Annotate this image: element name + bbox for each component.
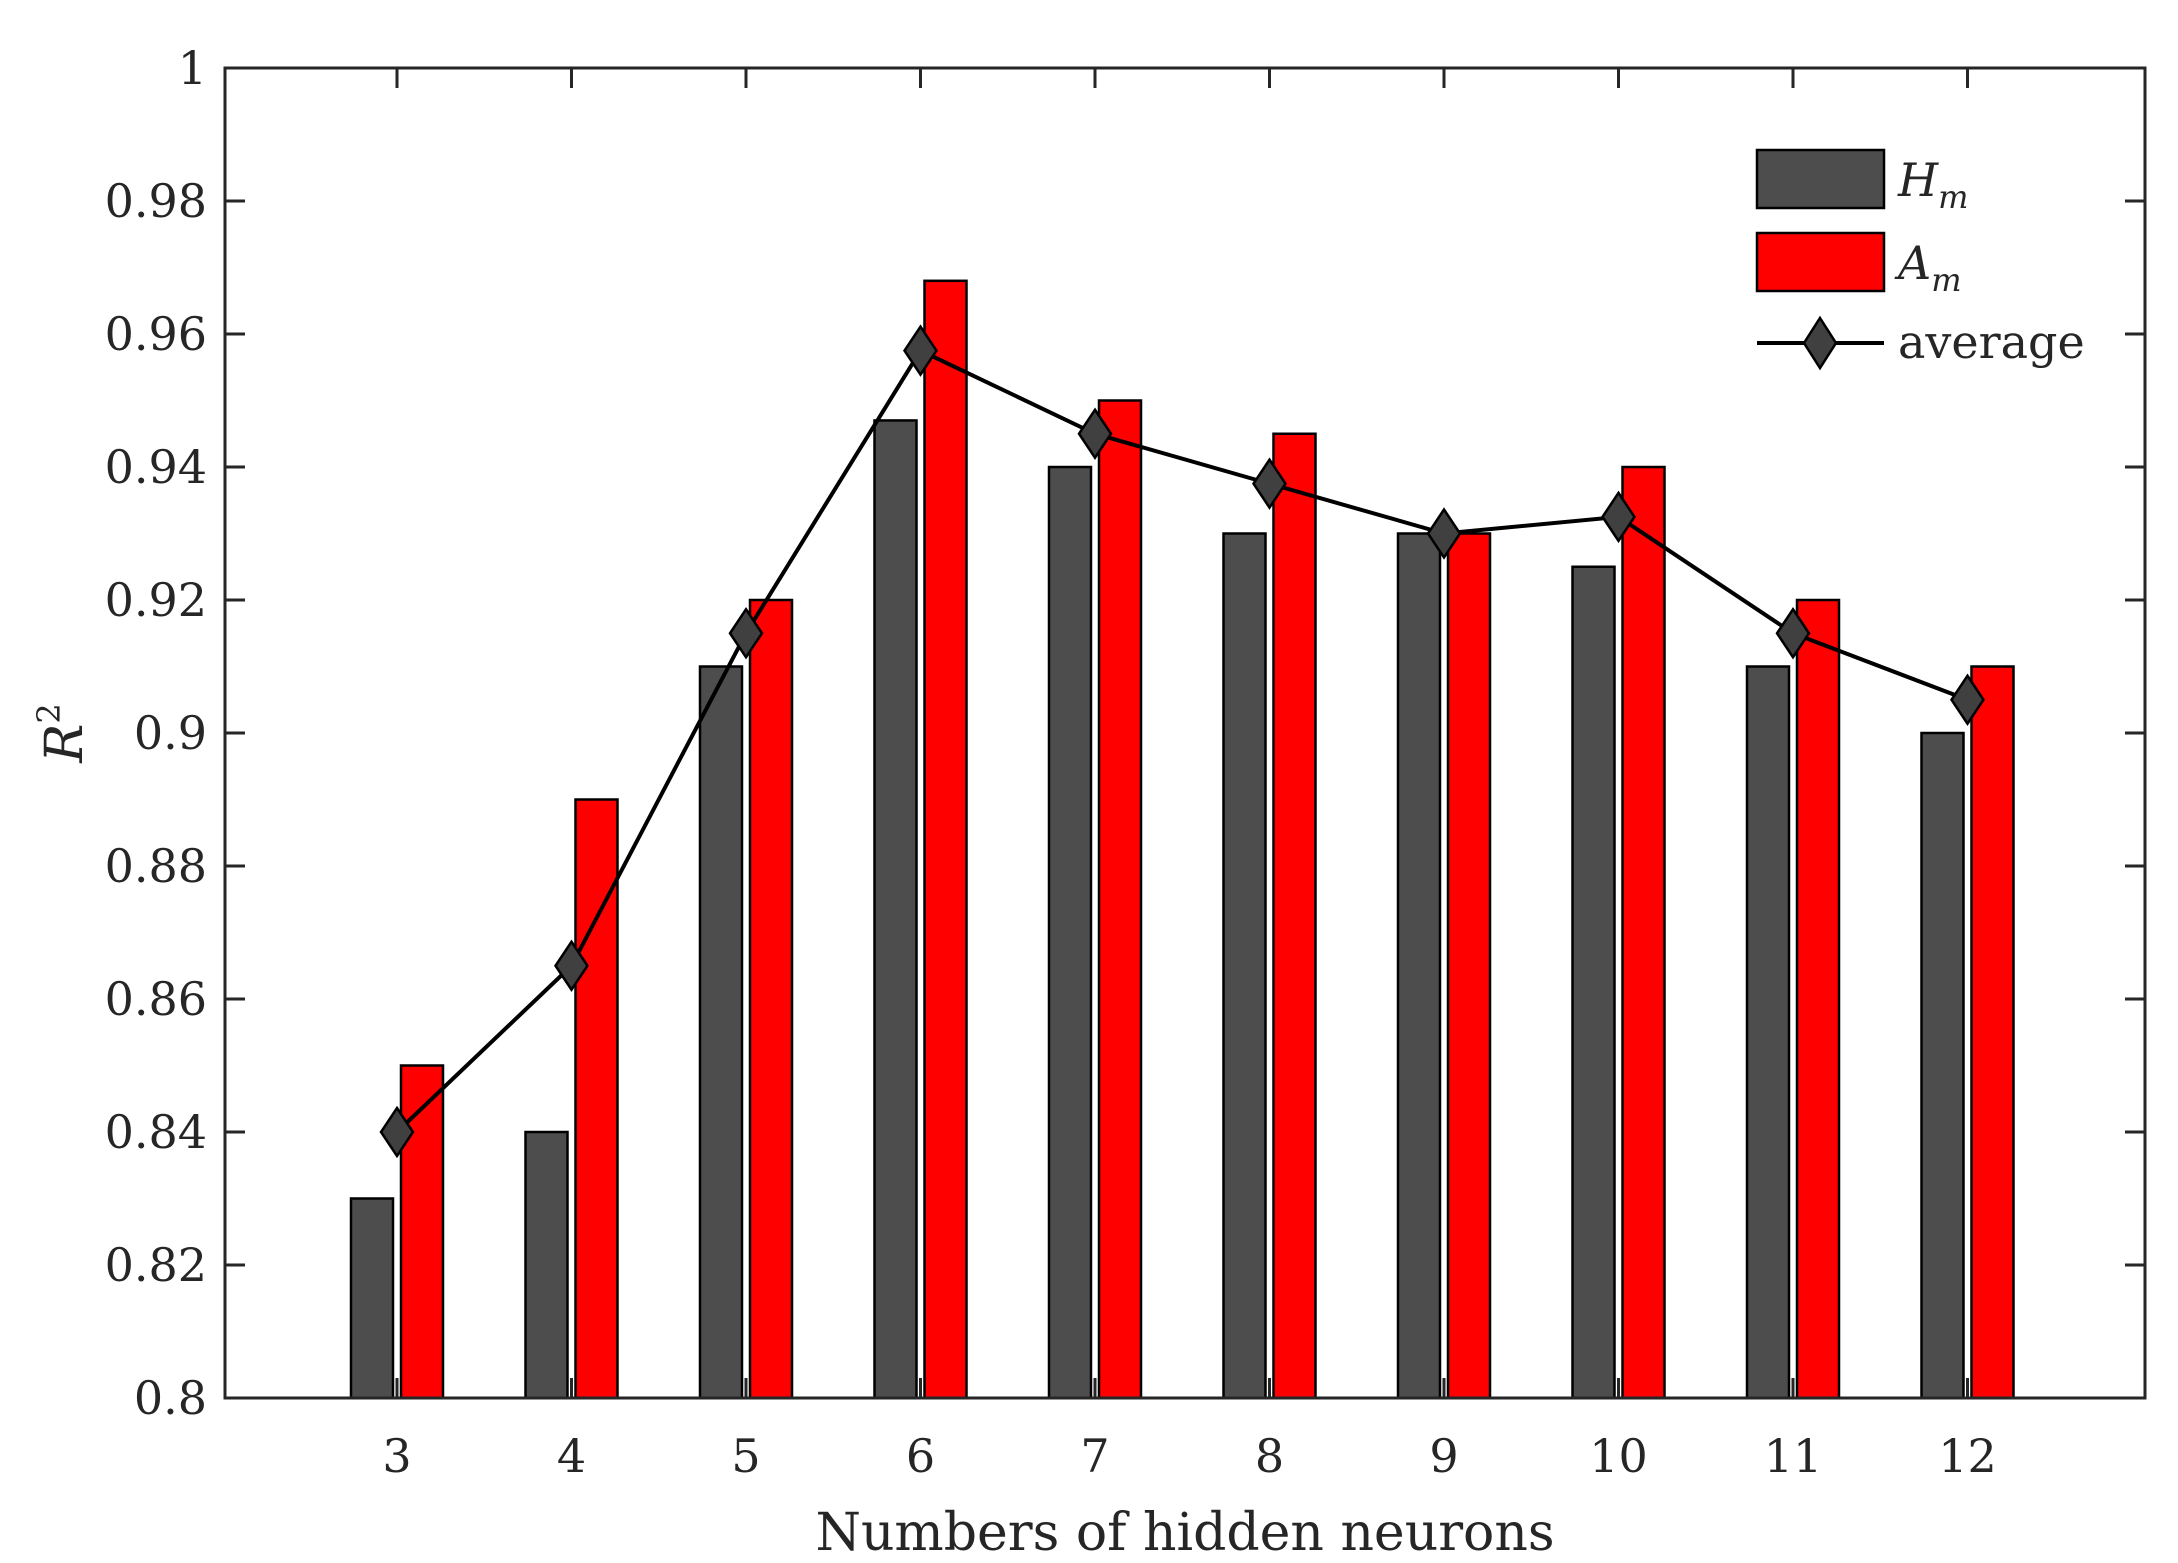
x-axis-title: Numbers of hidden neurons (815, 1503, 1554, 1563)
y-tick-label: 0.82 (105, 1238, 207, 1292)
y-axis: 0.8 0.82 0.84 0.86 0.88 0.9 0.92 0.94 0.96 0.98 1 (105, 41, 2145, 1425)
bar-hm (1920, 731, 1965, 1400)
bar-am (1446, 532, 1492, 1400)
x-tick-label: 4 (557, 1429, 586, 1483)
bar-hm (1047, 465, 1093, 1400)
x-tick-label: 9 (1429, 1429, 1458, 1483)
x-tick-label: 12 (1938, 1429, 1997, 1483)
average-marker (1949, 673, 1986, 727)
average-marker (728, 606, 764, 660)
x-tick-label: 11 (1764, 1429, 1823, 1483)
y-tick-label: 0.86 (105, 972, 207, 1026)
y-tick-label: 0.88 (105, 839, 207, 893)
y-tick-label: 0.84 (105, 1105, 207, 1159)
legend: Hm Am average (1755, 148, 2085, 371)
y-tick-label: 1 (178, 41, 207, 95)
average-marker (1077, 407, 1113, 461)
bar-hm (349, 1197, 395, 1400)
x-tick-label: 8 (1255, 1429, 1284, 1483)
bar-am (574, 798, 619, 1400)
bar-am (1795, 598, 1841, 1400)
legend-label-hm-base: H (1897, 153, 1939, 207)
average-marker (1775, 606, 1811, 660)
bar-hm (1571, 565, 1616, 1400)
average-marker (1251, 457, 1288, 510)
bar-am (399, 1064, 445, 1400)
bar-am (1272, 432, 1317, 1400)
legend-label-hm: Hm (1897, 153, 1968, 216)
average-marker (553, 939, 590, 993)
y-axis-title-sup: 2 (30, 703, 68, 723)
bar-hm (524, 1130, 569, 1400)
x-tick-label: 6 (906, 1429, 935, 1483)
average-marker (1600, 490, 1637, 544)
legend-label-am-base: A (1894, 236, 1931, 290)
bars-layer (349, 279, 2015, 1400)
legend-marker-average (1802, 315, 1838, 371)
x-tick-label: 3 (382, 1429, 411, 1483)
x-axis: 3 4 5 6 7 8 9 10 11 12 (382, 68, 1997, 1483)
legend-label-am-sub: m (1931, 261, 1961, 299)
x-tick-label: 7 (1080, 1429, 1109, 1483)
y-tick-label: 0.94 (105, 440, 207, 494)
y-tick-label: 0.98 (105, 174, 207, 228)
bar-am (748, 598, 794, 1400)
legend-label-average: average (1898, 315, 2085, 369)
bar-am (1097, 399, 1143, 1400)
bar-hm (1396, 532, 1442, 1400)
bar-am (923, 279, 968, 1400)
average-marker (379, 1105, 415, 1159)
average-line-layer (379, 324, 1986, 1159)
bar-hm (1745, 665, 1791, 1400)
bar-am (1621, 465, 1666, 1400)
y-tick-label: 0.8 (134, 1371, 207, 1425)
y-tick-label: 0.96 (105, 307, 207, 361)
y-axis-title: R2 (30, 703, 95, 764)
bar-am (1970, 665, 2015, 1400)
legend-swatch-am (1755, 231, 1886, 293)
average-line (395, 348, 1969, 1134)
legend-swatch-hm (1755, 148, 1886, 210)
bar-hm (1222, 532, 1267, 1400)
y-tick-label: 0.92 (105, 573, 207, 627)
legend-label-am: Am (1894, 236, 1962, 299)
average-marker (902, 324, 939, 377)
y-axis-title-base: R (35, 724, 95, 764)
average-marker (1426, 507, 1462, 560)
bar-hm (873, 419, 918, 1400)
x-tick-label: 5 (731, 1429, 760, 1483)
bar-hm (698, 665, 744, 1400)
x-tick-label: 10 (1589, 1429, 1648, 1483)
legend-label-hm-sub: m (1938, 178, 1968, 216)
y-tick-label: 0.9 (134, 706, 207, 760)
